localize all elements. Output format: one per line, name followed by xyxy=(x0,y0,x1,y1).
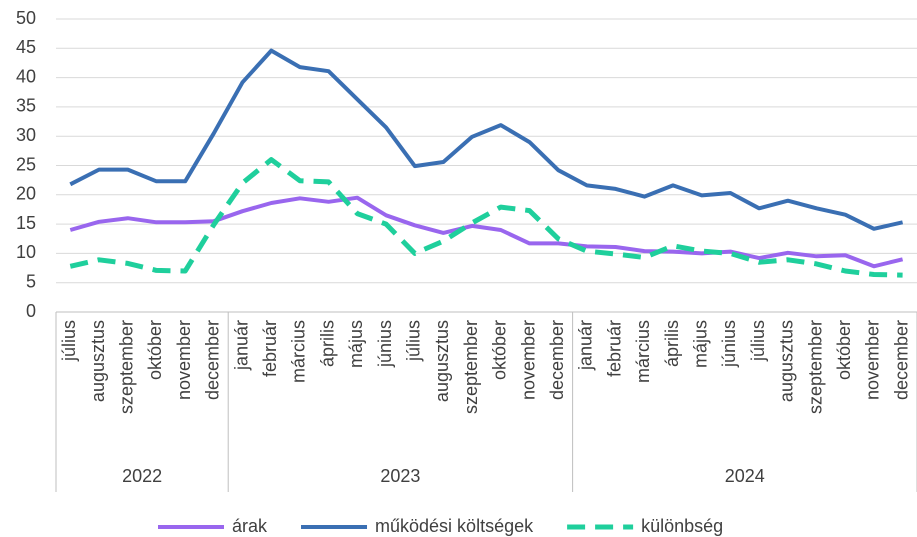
x-tick-label: május xyxy=(346,320,366,368)
x-tick-label: október xyxy=(490,320,510,380)
x-tick-label: november xyxy=(174,320,194,400)
y-tick-label: 35 xyxy=(16,96,36,116)
series-line xyxy=(69,157,903,278)
x-tick-label: március xyxy=(289,320,309,383)
y-tick-label: 0 xyxy=(26,301,36,321)
x-tick-label: július xyxy=(59,320,79,362)
x-tick-label: augusztus xyxy=(432,320,452,402)
y-tick-label: 45 xyxy=(16,37,36,57)
legend-label: különbség xyxy=(641,516,723,536)
group-label: 2022 xyxy=(122,466,162,486)
y-tick-label: 10 xyxy=(16,242,36,262)
y-tick-label: 5 xyxy=(26,271,36,291)
group-label: 2024 xyxy=(725,466,765,486)
x-tick-label: április xyxy=(662,320,682,367)
x-tick-label: december xyxy=(891,320,911,400)
x-tick-label: június xyxy=(719,320,739,368)
x-tick-label: október xyxy=(145,320,165,380)
x-tick-label: szeptember xyxy=(805,320,825,414)
x-tick-label: december xyxy=(203,320,223,400)
x-tick-label: augusztus xyxy=(88,320,108,402)
x-tick-label: január xyxy=(576,320,596,371)
x-tick-label: február xyxy=(604,320,624,377)
y-tick-label: 50 xyxy=(16,8,36,28)
y-tick-label: 15 xyxy=(16,213,36,233)
x-tick-label: február xyxy=(260,320,280,377)
x-tick-label: július xyxy=(748,320,768,362)
x-tick-label: december xyxy=(547,320,567,400)
x-tick-label: június xyxy=(375,320,395,368)
y-tick-label: 40 xyxy=(16,66,36,86)
legend-label: működési költségek xyxy=(375,516,534,536)
y-tick-label: 30 xyxy=(16,125,36,145)
x-tick-label: november xyxy=(863,320,883,400)
y-tick-label: 25 xyxy=(16,154,36,174)
x-tick-label: szeptember xyxy=(117,320,137,414)
series-line xyxy=(69,48,904,231)
x-tick-label: április xyxy=(317,320,337,367)
x-tick-label: november xyxy=(518,320,538,400)
series-line xyxy=(69,195,904,269)
x-tick-label: július xyxy=(404,320,424,362)
x-tick-label: október xyxy=(834,320,854,380)
x-tick-label: augusztus xyxy=(777,320,797,402)
x-tick-label: január xyxy=(231,320,251,371)
x-tick-label: március xyxy=(633,320,653,383)
x-tick-label: május xyxy=(691,320,711,368)
y-tick-label: 20 xyxy=(16,184,36,204)
group-label: 2023 xyxy=(380,466,420,486)
legend-label: árak xyxy=(232,516,268,536)
x-tick-label: szeptember xyxy=(461,320,481,414)
